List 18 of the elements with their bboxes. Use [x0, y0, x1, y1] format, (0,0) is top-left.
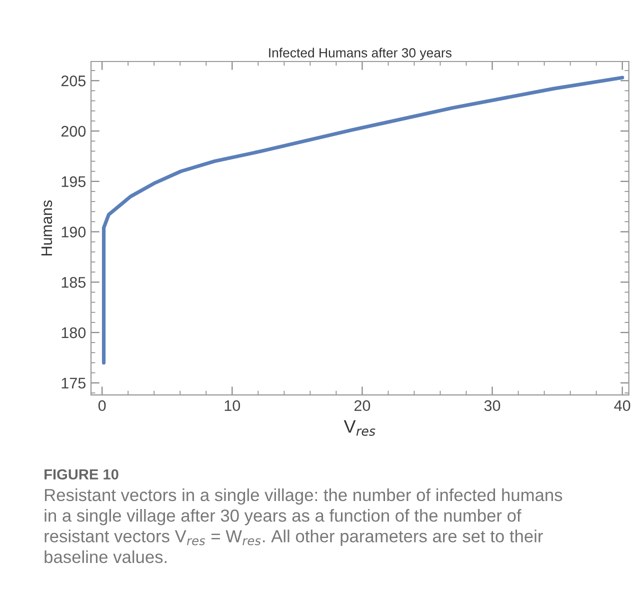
y-tick-label: 190: [62, 226, 86, 238]
x-tick-label: 40: [614, 400, 630, 412]
y-tick-label: 180: [62, 327, 86, 338]
y-tick-label: 175: [62, 378, 86, 389]
y-tick-label: 185: [62, 277, 86, 288]
y-tick-label: 200: [61, 126, 86, 137]
x-tick-label: 10: [224, 400, 240, 412]
text: Resistant vectors in a single village: the number of infected humans in a single village after 30 years as a function of the number of resistant vectors V$_{res}$ = W$_{res}$. All other parameters are set to their baseline values.: [44, 488, 562, 564]
line-series: [102, 76, 624, 365]
x-tick-label: 0: [98, 400, 106, 412]
x-axis-title: V$_{res}$: [344, 420, 376, 436]
y-axis-title: Humans: [41, 200, 52, 256]
x-tick-label: 20: [354, 400, 370, 412]
chart-title: Infected Humans after 30 years: [269, 48, 452, 60]
y-tick-label: 205: [61, 76, 86, 86]
y-tick-label: 195: [62, 176, 86, 188]
x-tick-label: 30: [484, 400, 500, 412]
caption: FIGURE 10: [44, 469, 118, 480]
